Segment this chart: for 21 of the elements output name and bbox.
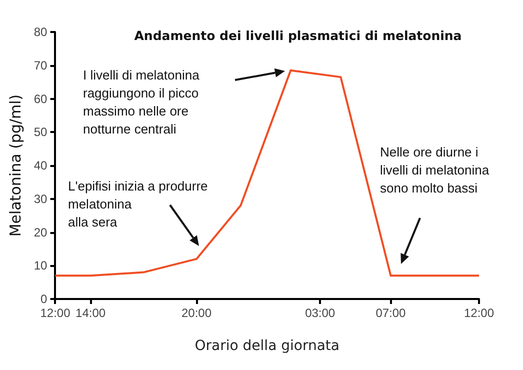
annotation: Nelle ore diurne i livelli di melatonina sono molto bassi: [380, 144, 490, 196]
x-tick-label: 14:00: [76, 306, 106, 320]
y-tick-label: 20: [34, 225, 48, 240]
x-tick-label: 07:00: [376, 306, 406, 320]
y-tick-label: 60: [34, 92, 48, 106]
y-tick-label: 40: [34, 158, 48, 172]
x-tick-label: 12:00: [40, 306, 71, 320]
y-tick-label: 10: [34, 258, 48, 273]
annotation: I livelli di melatonina raggiungono il picco massimo nelle ore notturne centrali: [83, 68, 200, 136]
x-tick-label: 03:00: [305, 306, 336, 320]
y-axis-title: Melatonina (pg/ml): [6, 94, 24, 237]
y-tick-label: 80: [34, 25, 48, 39]
y-tick-label: 50: [34, 125, 48, 140]
chart-title: Andamento dei livelli plasmatici di melatonina: [134, 28, 462, 43]
annotation: L'epifisi inizia a produrre melatonina alla sera: [68, 178, 208, 230]
y-tick-label: 70: [34, 58, 48, 72]
x-tick-label: 20:00: [181, 306, 212, 320]
x-tick-label: 12:00: [464, 306, 494, 320]
y-tick-label: 30: [34, 192, 48, 206]
y-tick-label: 0: [40, 292, 48, 306]
x-axis-title: Orario della giornata: [194, 338, 340, 354]
